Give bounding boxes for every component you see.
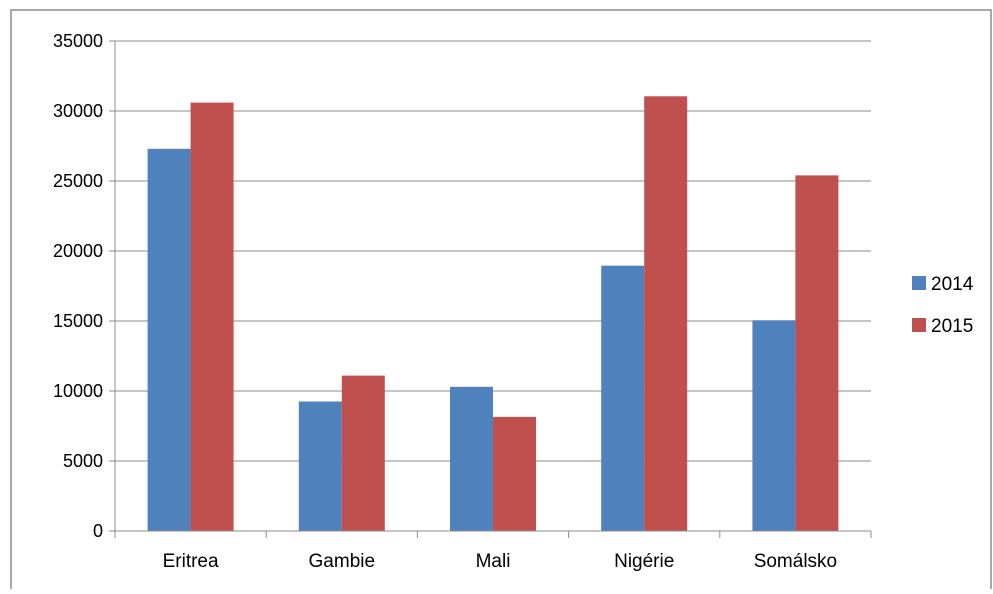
y-tick-label: 20000 — [53, 241, 103, 261]
x-tick-label: Gambie — [309, 551, 376, 572]
y-tick-label: 5000 — [63, 451, 103, 471]
y-tick-label: 0 — [93, 521, 103, 541]
bar-2014-gambie — [298, 401, 342, 531]
bar-2015-nigérie — [644, 96, 688, 532]
bar-2014-somálsko — [752, 320, 796, 531]
x-tick-label: Mali — [476, 551, 511, 572]
y-tick-label: 25000 — [53, 171, 103, 191]
x-tick-label: Somálsko — [754, 551, 837, 572]
y-tick-label: 10000 — [53, 381, 103, 401]
axes — [109, 40, 872, 538]
bar-2015-eritrea — [190, 102, 234, 531]
legend-swatch-2014 — [912, 276, 926, 290]
legend-label-2015: 2015 — [931, 316, 973, 337]
bar-2014-eritrea — [147, 148, 191, 532]
y-tick-labels: 0 5000 10000 15000 20000 25000 30000 35000 — [53, 31, 103, 541]
legend-swatch-2015 — [912, 318, 926, 332]
bar-2015-mali — [493, 416, 536, 531]
x-tick-label: Eritrea — [163, 551, 219, 572]
chart-border — [10, 9, 992, 594]
x-tick-labels: Eritrea Gambie Mali Nigérie Somálsko — [163, 551, 837, 572]
bars — [147, 96, 839, 532]
legend: 2014 2015 — [912, 274, 974, 337]
bar-2014-mali — [450, 386, 493, 531]
y-tick-label: 30000 — [53, 101, 103, 121]
y-tick-label: 35000 — [53, 31, 103, 51]
bar-2015-gambie — [341, 375, 385, 531]
bar-2014-nigérie — [601, 265, 645, 531]
bar-2015-somálsko — [795, 175, 839, 531]
x-tick-label: Nigérie — [614, 551, 674, 572]
legend-label-2014: 2014 — [931, 274, 974, 295]
y-tick-label: 15000 — [53, 311, 103, 331]
